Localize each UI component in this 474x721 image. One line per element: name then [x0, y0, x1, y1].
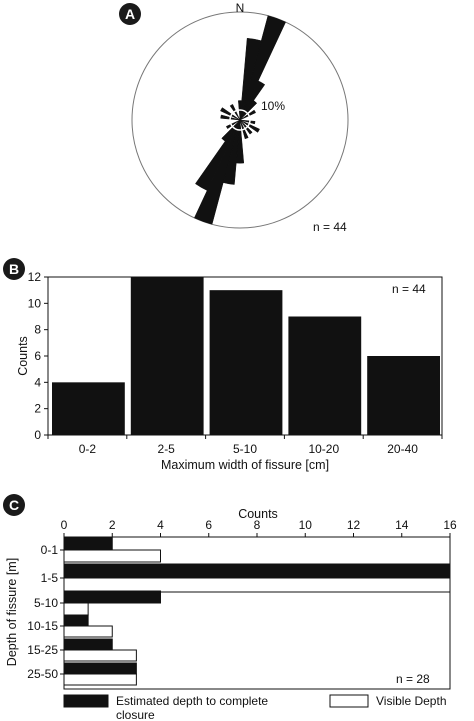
hbar-closure [63, 537, 113, 551]
bar-n-label: n = 44 [392, 282, 426, 296]
panel-b-badge [3, 258, 25, 280]
panel-a-badge [119, 3, 141, 25]
hbar-visible [63, 549, 161, 563]
rose-sector [229, 104, 241, 121]
bar-y-tick-label: 10 [28, 296, 42, 310]
rose-sector [220, 107, 241, 121]
bar-y-tick-label: 8 [34, 323, 41, 337]
bars [52, 277, 440, 435]
hbar-x-tick-label: 14 [395, 518, 409, 532]
rose-inner-ring [229, 109, 251, 131]
hbar-x-tick-label: 12 [347, 518, 361, 532]
bar-y-tick-label: 6 [34, 349, 41, 363]
panel-b-letter: B [9, 261, 19, 277]
hbar-n-label: n = 28 [396, 672, 430, 686]
panel-c-badge [3, 494, 25, 516]
bar [209, 290, 283, 435]
hbar-closure [63, 614, 89, 627]
rose-sector [239, 100, 258, 121]
rose-sector [239, 15, 286, 121]
panel-c: C Counts 0 2 4 6 8 10 12 14 16 0-1 1-5 5-10 10-15 15… [3, 494, 457, 721]
hbar-visible [63, 673, 137, 686]
hbar-y-tick-label: 0-1 [41, 543, 59, 557]
hbar-y-tick-label: 15-25 [27, 643, 58, 657]
rose-sector [221, 119, 241, 142]
hbar-visible [63, 602, 89, 616]
bar-y-tick-label: 12 [28, 270, 42, 284]
bar [288, 316, 362, 435]
bar-x-tick-label: 20-40 [387, 442, 418, 456]
bar-y-title: Counts [16, 336, 30, 376]
bar [52, 382, 125, 435]
hbar-x-title: Counts [238, 507, 278, 521]
hbar-y-tick-label: 1-5 [41, 571, 59, 585]
bar-x-title: Maximum width of fissure [cm] [161, 458, 329, 472]
rose-sector [239, 80, 266, 121]
hbar-visible [63, 649, 137, 662]
legend-swatch-closure [63, 694, 109, 708]
rose-sector [239, 109, 256, 121]
hbar-x-tick-label: 10 [299, 518, 313, 532]
hbar-y-title: Depth of fissure [m] [5, 558, 19, 666]
panel-a: A N 10% n = 44 [119, 1, 349, 234]
hbar-x-tick-label: 2 [109, 518, 116, 532]
hbar-x-tick-label: 8 [254, 518, 261, 532]
bar-x-tick-label: 10-20 [308, 442, 339, 456]
legend-label-closure-line2: closure [116, 708, 155, 721]
legend-label-visible: Visible Depth [376, 694, 447, 708]
rose-sector [225, 119, 241, 130]
hbar-x-tick-label: 16 [443, 518, 457, 532]
rose-sector [239, 119, 260, 133]
bar-x-tick-label: 0-2 [79, 442, 97, 456]
north-label: N [236, 1, 245, 15]
rose-sector [195, 119, 241, 191]
bar-x-axis: 0-2 2-5 5-10 10-20 20-40 [47, 435, 443, 456]
rose-sector [194, 119, 241, 225]
hbar-x-tick-label: 0 [61, 518, 68, 532]
hbar-visible [63, 625, 113, 638]
bar-y-tick-label: 4 [34, 375, 41, 389]
rose-sector [239, 119, 256, 125]
rose-percent-label: 10% [261, 99, 285, 113]
legend-label-closure-line1: Estimated depth to complete [116, 694, 268, 708]
hbar-x-tick-label: 6 [205, 518, 212, 532]
hbar-visible [63, 577, 451, 593]
rose-outer-circle [131, 11, 349, 229]
hbar-closure [63, 638, 113, 651]
hbar-y-tick-label: 10-15 [27, 619, 58, 633]
legend-swatch-visible [329, 694, 369, 708]
hbar-y-tick-label: 5-10 [34, 596, 58, 610]
hbar-closure [63, 563, 451, 579]
panel-a-letter: A [125, 6, 135, 22]
rose-sectors [194, 15, 286, 225]
rose-n-label: n = 44 [313, 220, 347, 234]
bar-y-axis: 0 2 4 6 8 10 12 [28, 270, 48, 442]
hbar-bars [63, 537, 451, 686]
rose-sector [239, 37, 262, 121]
rose-sector [235, 119, 245, 164]
rose-sector [222, 119, 241, 185]
hbar-x-axis: 0 2 4 6 8 10 12 14 16 [61, 518, 457, 537]
panel-c-letter: C [9, 497, 19, 513]
bar [367, 356, 440, 435]
hbar-closure [63, 662, 137, 675]
hbar-x-tick-label: 4 [157, 518, 164, 532]
bar [130, 277, 204, 435]
hbar-y-axis: 0-1 1-5 5-10 10-15 15-25 25-50 [27, 543, 64, 681]
bar-y-tick-label: 2 [34, 402, 41, 416]
hbar-y-tick-label: 25-50 [27, 667, 58, 681]
bar-x-tick-label: 2-5 [158, 442, 176, 456]
bar-y-tick-label: 0 [34, 428, 41, 442]
bar-x-tick-label: 5-10 [233, 442, 257, 456]
hbar-closure [63, 590, 161, 604]
